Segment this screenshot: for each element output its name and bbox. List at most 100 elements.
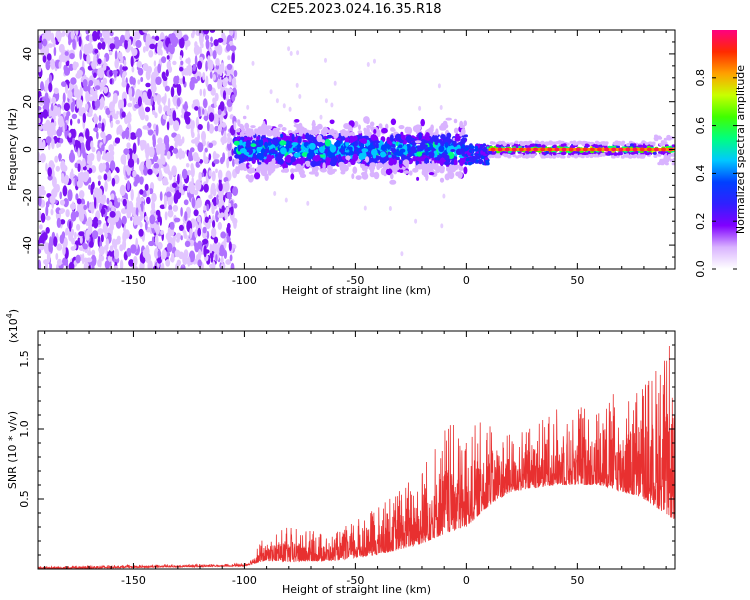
heatmap-cell [340,170,346,175]
heatmap-cell [66,111,71,117]
heatmap-cell [361,165,366,171]
x-axis-label: Height of straight line (km) [282,583,431,596]
heatmap-cell [113,36,119,42]
heatmap-cell [211,260,216,269]
heatmap-cell [409,137,415,142]
heatmap-cell [400,251,404,257]
heatmap-cell [388,159,394,166]
heatmap-cell [661,147,666,152]
heatmap-cell [474,145,479,150]
heatmap-cell [293,152,301,158]
heatmap-cell [86,53,91,65]
heatmap-cell [172,83,179,88]
x-tick-label: -50 [346,574,364,587]
heatmap-cell [172,60,177,66]
heatmap-cell [174,141,178,149]
heatmap-cell [164,92,167,103]
heatmap-cell [97,42,103,50]
heatmap-cell [280,147,287,155]
heatmap-cell [168,65,173,73]
heatmap-cell [203,183,209,193]
heatmap-cell [78,231,85,237]
heatmap-cell [285,154,292,163]
heatmap-cell [214,125,219,132]
heatmap-cell [102,77,108,85]
heatmap-cell [97,175,102,181]
heatmap-cell [121,72,125,83]
heatmap-cell [183,230,187,239]
heatmap-cell [96,150,102,162]
heatmap-cell [67,189,73,202]
heatmap-cell [597,147,602,152]
heatmap-cell [103,173,108,181]
heatmap-cell [376,162,384,169]
heatmap-cell [130,244,137,254]
heatmap-cell [98,245,105,256]
heatmap-cell [149,38,156,45]
heatmap-cell [349,149,354,156]
heatmap-cell [86,164,90,171]
heatmap-cell [165,141,170,152]
heatmap-cell [166,191,172,198]
heatmap-cell [256,136,260,141]
heatmap-cell [231,52,235,64]
heatmap-cell [509,142,514,146]
heatmap-cell [385,123,389,130]
heatmap-cell [91,262,95,269]
heatmap-cell [79,49,82,60]
heatmap-cell [74,174,78,187]
heatmap-cell [463,166,468,175]
heatmap-cell [203,98,208,109]
heatmap-cell [110,120,114,129]
heatmap-cell [170,32,177,45]
heatmap-cell [209,30,216,33]
heatmap-cell [652,151,657,155]
heatmap-cell [326,134,333,139]
heatmap-cell [91,30,98,42]
heatmap-cell [528,153,533,157]
x-tick-label: -100 [232,574,257,587]
heatmap-cell [232,186,239,197]
heatmap-cell [239,148,247,154]
heatmap-cell [616,145,620,149]
heatmap-cell [202,238,209,245]
heatmap-cell [479,144,484,149]
heatmap-cell [228,75,232,83]
heatmap-cell [209,71,213,79]
heatmap-cell [186,169,192,176]
heatmap-cell [309,129,316,136]
heatmap-cell [626,143,630,147]
heatmap-cell [177,173,180,185]
heatmap-cell [228,241,232,252]
heatmap-cell [219,68,223,77]
heatmap-cell [270,155,275,160]
heatmap-cell [239,139,243,147]
heatmap-cell [233,140,240,146]
heatmap-cell [97,228,104,236]
heatmap-cell [116,110,119,116]
heatmap-cell [50,208,54,216]
heatmap-cell [153,162,160,169]
heatmap-cell [304,160,311,165]
heatmap-cell [152,136,156,148]
heatmap-cell [139,110,146,121]
heatmap-cell [121,111,126,118]
heatmap-cell [181,168,188,180]
heatmap-cell [58,61,62,69]
heatmap-cell [142,93,145,103]
heatmap-cell [176,83,182,96]
heatmap-cell [195,179,202,192]
heatmap-cell [56,128,62,137]
heatmap-cell [568,147,574,152]
heatmap-cell [70,118,73,126]
heatmap-cell [183,199,189,206]
heatmap-cell [425,169,431,173]
heatmap-cell [306,136,312,141]
heatmap-cell [439,105,443,110]
heatmap-cell [145,69,151,81]
heatmap-cell [378,123,383,129]
heatmap-cell [77,147,81,158]
heatmap-cell [604,147,609,152]
heatmap-cell [196,156,201,163]
heatmap-cell [173,217,181,223]
